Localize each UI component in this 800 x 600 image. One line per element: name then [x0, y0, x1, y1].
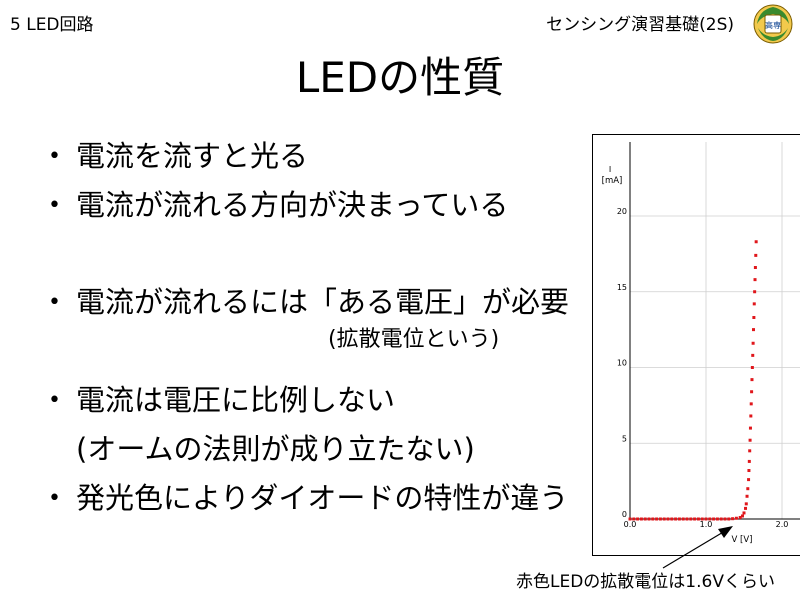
data-point — [708, 517, 712, 521]
data-point — [670, 517, 674, 521]
data-point — [647, 517, 651, 521]
data-point — [748, 426, 752, 430]
chart-series — [628, 240, 758, 521]
y-tick-label: 10 — [617, 359, 627, 368]
bullet-subnote: (拡散電位という) — [328, 327, 500, 352]
data-point — [674, 517, 678, 521]
data-point — [734, 516, 738, 520]
data-point — [747, 469, 751, 473]
data-point — [632, 517, 636, 521]
x-tick-label: 2.0 — [776, 520, 789, 529]
data-point — [754, 240, 758, 244]
bullet-dot-icon: • — [48, 388, 61, 413]
data-point — [727, 517, 731, 521]
data-point — [744, 502, 748, 506]
bullet-dot-icon: • — [48, 144, 61, 169]
bullet-continuation: (オームの法則が成り立たない) — [76, 432, 475, 466]
data-point — [752, 302, 756, 306]
chart-axes — [629, 142, 800, 520]
x-tick-label: 0.0 — [624, 520, 637, 529]
chart-tick-labels: 0.0 1.0 2.0 0 5 10 15 20 — [617, 207, 789, 529]
data-point — [719, 517, 723, 521]
data-point — [747, 478, 751, 482]
data-point — [749, 414, 753, 418]
data-point — [753, 266, 757, 270]
data-point — [715, 517, 719, 521]
data-point — [746, 487, 750, 491]
data-point — [747, 459, 751, 463]
data-point — [748, 438, 752, 442]
data-point — [750, 366, 754, 369]
y-tick-label: 20 — [617, 207, 627, 216]
data-point — [681, 517, 685, 521]
chart-frame — [592, 134, 800, 556]
data-point — [742, 511, 746, 515]
data-point — [696, 517, 700, 521]
data-point — [752, 328, 755, 332]
data-point — [677, 517, 681, 521]
data-point — [685, 517, 689, 521]
data-point — [639, 517, 643, 521]
data-point — [751, 341, 755, 345]
y-tick-label: 15 — [617, 283, 627, 292]
bullet-dot-icon: • — [48, 290, 61, 315]
data-point — [666, 517, 670, 521]
data-point — [693, 517, 697, 521]
data-point — [651, 517, 655, 521]
y-axis-label: I — [609, 165, 611, 174]
data-point — [754, 253, 758, 257]
data-point — [753, 290, 757, 294]
bullet-item: • 発光色によりダイオードの特性が違う — [48, 481, 569, 515]
data-point — [662, 517, 666, 521]
data-point — [689, 517, 693, 521]
data-point — [723, 517, 727, 521]
slide-title: LEDの性質 — [295, 53, 505, 102]
course-title: センシング演習基礎(2S) — [546, 15, 734, 35]
chapter-label: 5 LED回路 — [10, 15, 94, 35]
data-point — [636, 517, 640, 521]
data-point — [751, 353, 755, 357]
data-point — [750, 390, 754, 394]
bullet-dot-icon: • — [48, 193, 61, 218]
data-point — [731, 517, 735, 521]
y-tick-label: 0 — [622, 510, 627, 519]
iv-characteristic-chart: 0.0 1.0 2.0 0 5 10 15 20 I [mA] V [V] — [592, 134, 800, 556]
y-axis-unit: [mA] — [602, 176, 623, 186]
graph-caption: 赤色LEDの拡散電位は1.6Vくらい — [516, 572, 775, 592]
x-axis-label: V [V] — [732, 535, 753, 545]
data-point — [745, 494, 749, 498]
data-point — [700, 517, 704, 521]
bullet-item: • 電流が流れる方向が決まっている — [48, 188, 509, 222]
data-point — [655, 517, 659, 521]
data-point — [740, 514, 744, 518]
data-point — [752, 316, 756, 320]
data-point — [712, 517, 716, 521]
emblem-text: 高専 — [765, 20, 781, 30]
data-point — [704, 517, 708, 521]
data-point — [658, 517, 662, 521]
data-point — [750, 378, 754, 382]
data-point — [738, 515, 742, 519]
school-emblem-icon: 高専 — [753, 4, 793, 44]
data-point — [628, 517, 632, 521]
data-point — [749, 402, 753, 406]
bullet-item: • 電流が流れるには「ある電圧」が必要 — [48, 285, 570, 319]
data-point — [643, 517, 647, 521]
x-tick-label: 1.0 — [700, 520, 713, 529]
bullet-item: • 電流は電圧に比例しない — [48, 383, 396, 417]
data-point — [744, 506, 748, 510]
y-tick-label: 5 — [622, 434, 627, 443]
data-point — [748, 449, 752, 453]
bullet-item: • 電流を流すと光る — [48, 139, 309, 173]
bullet-dot-icon: • — [48, 486, 61, 511]
data-point — [753, 278, 757, 282]
